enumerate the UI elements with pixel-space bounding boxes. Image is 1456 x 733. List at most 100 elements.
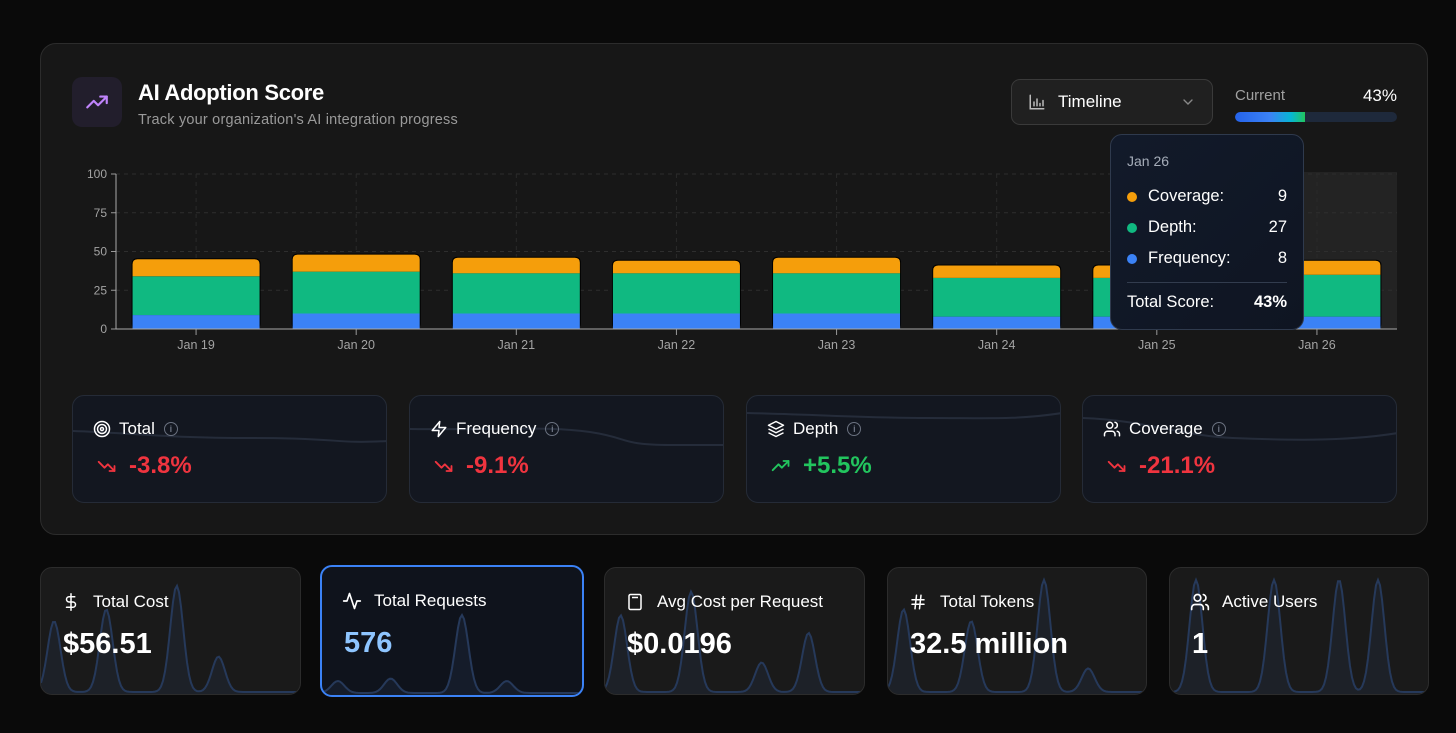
x-tick-label: Jan 21 <box>498 338 536 352</box>
metric-card-frequency[interactable]: Frequency i -9.1% <box>409 395 724 503</box>
metric-value: +5.5% <box>803 452 872 479</box>
info-icon[interactable]: i <box>847 422 862 436</box>
page-subtitle: Track your organization's AI integration… <box>138 112 458 128</box>
stat-value: $56.51 <box>63 628 152 660</box>
y-tick-label: 50 <box>94 245 108 259</box>
bar-segment-coverage <box>132 259 260 277</box>
bar-chart-icon <box>1029 94 1045 110</box>
tooltip-value: 8 <box>1277 249 1287 267</box>
sparkline-line <box>1170 577 1428 693</box>
stat-label: Total Requests <box>374 591 487 610</box>
sparkline <box>747 412 1060 420</box>
info-icon[interactable]: i <box>163 422 178 436</box>
stat-label: Total Tokens <box>940 592 1035 611</box>
current-value: 43% <box>1362 86 1397 105</box>
chart-tooltip: Jan 26 Coverage: 9 Depth: 27 Frequency: 8 T… <box>1110 134 1304 330</box>
x-tick-label: Jan 24 <box>978 338 1016 352</box>
users-icon <box>1190 592 1210 612</box>
bar-segment-coverage <box>933 265 1061 278</box>
stat-card-avg-cost[interactable]: Avg Cost per Request $0.0196 <box>604 567 865 695</box>
stat-value: 1 <box>1192 628 1209 660</box>
view-select[interactable]: Timeline <box>1011 79 1213 125</box>
chevron-down-icon <box>1183 99 1193 105</box>
bar-segment-coverage <box>773 257 901 274</box>
tooltip-divider <box>1127 282 1287 283</box>
sparkline-area <box>1170 579 1428 694</box>
bar-segment-depth <box>773 273 901 314</box>
users-icon <box>1103 420 1121 438</box>
trending-up-icon <box>72 77 122 127</box>
sparkline <box>410 427 723 446</box>
x-tick-label: Jan 25 <box>1138 338 1176 352</box>
bar-segment-depth <box>452 273 580 314</box>
sparkline <box>322 612 582 695</box>
metric-card-total[interactable]: Total i -3.8% <box>72 395 387 503</box>
tooltip-label: Frequency: <box>1148 249 1231 267</box>
y-tick-label: 100 <box>87 167 107 181</box>
bar-segment-depth <box>612 273 740 314</box>
trending-up-icon <box>771 460 790 472</box>
trending-down-icon <box>434 460 453 472</box>
x-tick-label: Jan 23 <box>818 338 856 352</box>
metric-card-depth[interactable]: Depth i +5.5% <box>746 395 1061 503</box>
current-progress-fill <box>1235 112 1305 122</box>
sparkline-area <box>888 579 1146 694</box>
sparkline-area <box>322 615 582 695</box>
metric-value: -21.1% <box>1139 452 1216 479</box>
stat-value: 576 <box>344 627 393 659</box>
page-title: AI Adoption Score <box>138 80 324 105</box>
tooltip-value: 27 <box>1268 218 1287 236</box>
stat-card-total-tokens[interactable]: Total Tokens 32.5 million <box>887 567 1147 695</box>
tooltip-value: 9 <box>1277 187 1287 205</box>
stat-label: Active Users <box>1222 592 1318 611</box>
zap-icon <box>430 420 448 438</box>
metric-card-coverage[interactable]: Coverage i -21.1% <box>1082 395 1397 503</box>
bar-segment-frequency <box>773 313 901 329</box>
bar-segment-coverage <box>612 260 740 274</box>
dollar-icon <box>61 592 81 612</box>
layers-icon <box>767 420 785 438</box>
stat-card-total-cost[interactable]: Total Cost $56.51 <box>40 567 301 695</box>
sparkline-line <box>322 612 582 694</box>
bar-segment-coverage <box>292 254 420 272</box>
info-icon[interactable]: i <box>1211 422 1226 436</box>
tooltip-row-depth: Depth: 27 <box>1127 212 1287 243</box>
sparkline-line <box>41 583 300 693</box>
bar-segment-depth <box>132 276 260 316</box>
x-tick-label: Jan 19 <box>177 338 215 352</box>
stat-value: $0.0196 <box>627 628 732 660</box>
bar-segment-frequency <box>933 316 1061 329</box>
stat-card-active-users[interactable]: Active Users 1 <box>1169 567 1429 695</box>
y-tick-label: 25 <box>94 283 108 297</box>
bar-segment-frequency <box>292 313 420 329</box>
tooltip-total: Total Score: 43% <box>1127 293 1287 312</box>
x-tick-label: Jan 22 <box>658 338 696 352</box>
stat-label: Total Cost <box>93 592 169 611</box>
tooltip-row-coverage: Coverage: 9 <box>1127 181 1287 212</box>
sparkline-line <box>605 589 864 693</box>
y-tick-label: 75 <box>94 206 108 220</box>
metric-label: Depth <box>793 419 839 438</box>
trending-down-icon <box>97 460 116 472</box>
sparkline <box>41 583 300 694</box>
activity-icon <box>342 591 362 611</box>
tooltip-label: Depth: <box>1148 218 1197 236</box>
frequency-dot-icon <box>1127 253 1137 264</box>
metric-value: -3.8% <box>129 452 192 479</box>
calculator-icon <box>625 592 645 612</box>
stat-card-total-requests[interactable]: Total Requests 576 <box>320 565 584 697</box>
tooltip-row-frequency: Frequency: 8 <box>1127 243 1287 274</box>
tooltip-total-label: Total Score: <box>1127 293 1215 311</box>
coverage-dot-icon <box>1127 191 1137 202</box>
tooltip-date: Jan 26 <box>1127 153 1170 169</box>
info-icon[interactable]: i <box>545 422 560 436</box>
current-label: Current <box>1235 87 1286 104</box>
stat-value: 32.5 million <box>910 628 1068 660</box>
target-icon <box>93 420 111 438</box>
current-progress-bar <box>1235 112 1397 122</box>
bar-segment-coverage <box>452 257 580 274</box>
trending-down-icon <box>1107 460 1126 472</box>
bar-segment-depth <box>292 271 420 314</box>
sparkline <box>1170 577 1428 694</box>
stat-label: Avg Cost per Request <box>657 592 823 611</box>
